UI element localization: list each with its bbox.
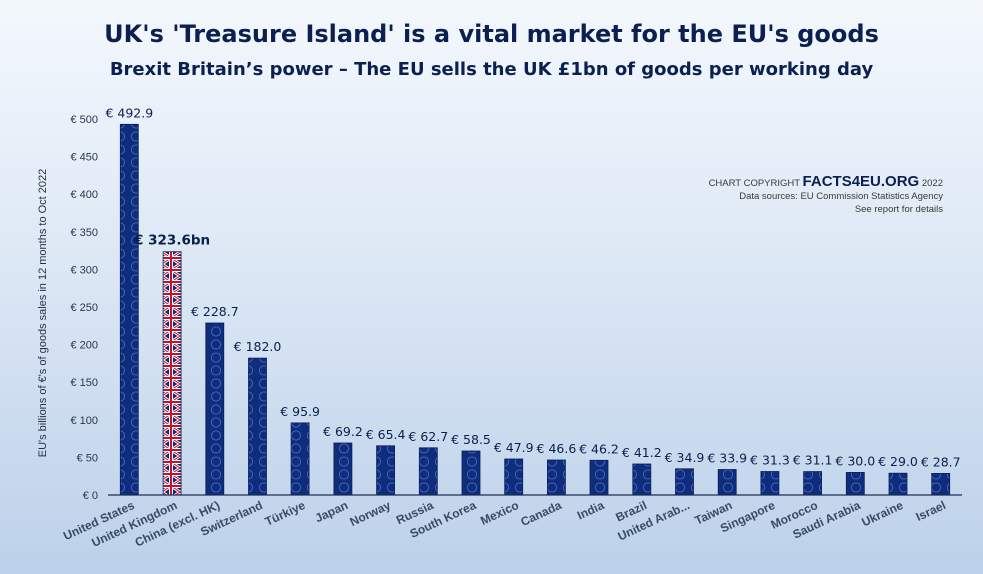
x-tick-label-india: India [575,498,607,523]
data-label-china-excl-hk: € 228.7 [191,304,239,319]
bar-taiwan [717,469,737,496]
y-tick-label: € 100 [70,415,98,427]
data-label-united-kingdom: € 323.6bn [133,233,210,249]
data-label-switzerland: € 182.0 [234,339,282,354]
bar-brazil [632,463,652,496]
bar-south-korea [461,450,481,496]
bar-ukraine [888,472,908,496]
bar-united-kingdom [162,251,182,496]
data-label-norway: € 65.4 [366,427,406,442]
chart-subtitle: Brexit Britain’s power – The EU sells th… [109,59,874,80]
details-note: See report for details [854,204,943,215]
bar-india [589,459,609,496]
bar-israel [931,472,951,496]
bar-united-arab [675,468,694,496]
data-label-united-states: € 492.9 [105,105,153,120]
y-tick-label: € 450 [70,152,98,164]
x-tick-label-mexico: Mexico [478,498,521,528]
y-tick-label: € 350 [70,227,98,239]
x-tick-label-t-rkiye: Türkiye [263,498,308,529]
copyright-year: 2022 [921,178,943,189]
data-label-morocco: € 31.1 [793,453,833,468]
data-label-south-korea: € 58.5 [451,432,491,447]
y-tick-label: € 200 [70,340,98,352]
data-label-israel: € 28.7 [921,454,961,469]
data-label-saudi-arabia: € 30.0 [835,453,875,468]
bar-saudi-arabia [845,471,865,496]
data-label-mexico: € 47.9 [494,440,534,455]
bar-russia [418,447,438,496]
copyright-prefix: CHART COPYRIGHT [708,178,800,189]
data-label-japan: € 69.2 [323,424,363,439]
x-tick-label-canada: Canada [518,498,563,529]
y-tick-label: € 150 [70,377,98,389]
data-label-t-rkiye: € 95.9 [280,404,320,419]
bar-norway [376,445,396,496]
x-tick-label-ukraine: Ukraine [859,498,905,529]
y-axis: € 0 € 50 € 100 € 150 € 200 € 250 € 300 € 350 € 4… [70,114,98,502]
x-tick-label-israel: Israel [914,498,948,524]
bar-china-excl-hk [205,322,225,496]
y-tick-label: € 50 [77,452,98,464]
bar-morocco [803,471,822,496]
bar-t-rkiye [290,422,310,496]
y-tick-label: € 250 [70,302,98,314]
y-tick-label: € 0 [83,490,98,502]
data-source-note: Data sources: EU Commission Statistics A… [739,191,943,202]
data-label-brazil: € 41.2 [622,445,662,460]
bar-singapore [760,471,780,496]
data-label-singapore: € 31.3 [750,453,790,468]
bar-switzerland [248,357,267,496]
y-tick-label: € 300 [70,264,98,276]
bar-canada [547,459,566,496]
data-label-canada: € 46.6 [537,441,577,456]
bar-mexico [504,458,524,496]
y-tick-label: € 400 [70,189,98,201]
chart-title: UK's 'Treasure Island' is a vital market… [104,20,879,48]
bars [119,123,951,496]
data-label-united-arab: € 34.9 [665,450,705,465]
x-tick-label-norway: Norway [348,498,393,529]
data-label-ukraine: € 29.0 [878,454,918,469]
brand-name: FACTS4EU.ORG [802,173,920,190]
data-labels: € 492.9 € 323.6bn € 228.7 € 182.0 € 95.9€ 69… [105,105,960,469]
y-tick-label: € 500 [70,114,98,126]
x-tick-label-japan: Japan [313,498,350,525]
copyright-block: CHART COPYRIGHT FACTS4EU.ORG 2022 Data s… [709,173,943,216]
bar-united-states [119,123,139,496]
data-label-taiwan: € 33.9 [707,451,747,466]
data-label-russia: € 62.7 [408,429,448,444]
data-label-india: € 46.2 [579,441,619,456]
bar-japan [333,442,353,496]
